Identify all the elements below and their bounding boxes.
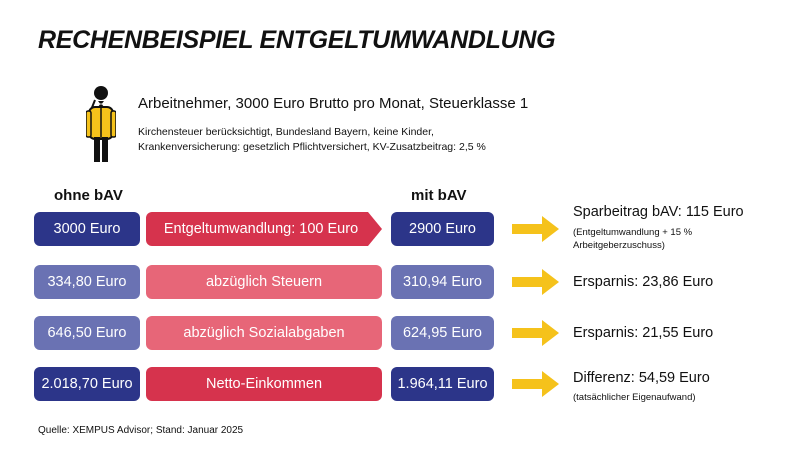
employee-headline: Arbeitnehmer, 3000 Euro Brutto pro Monat… xyxy=(138,95,529,112)
arrow-right-icon xyxy=(512,320,559,346)
savings-contribution-note: (Entgeltumwandlung + 15 % Arbeitgeberzus… xyxy=(573,226,773,252)
source-note: Quelle: XEMPUS Advisor; Stand: Januar 20… xyxy=(38,425,244,436)
arrow-right-icon xyxy=(512,269,559,295)
with-bav-gross: 2900 Euro xyxy=(391,212,494,246)
arrow-right-icon xyxy=(512,216,559,242)
arrow-right-icon xyxy=(512,371,559,397)
without-bav-taxes: 334,80 Euro xyxy=(34,265,140,299)
employee-icon xyxy=(86,86,116,162)
social-contributions-label: abzüglich Sozialabgaben xyxy=(146,316,382,350)
net-difference: Differenz: 54,59 Euro xyxy=(573,370,710,386)
tax-savings: Ersparnis: 23,86 Euro xyxy=(573,274,714,290)
net-income-label: Netto-Einkommen xyxy=(146,367,382,401)
without-bav-net: 2.018,70 Euro xyxy=(34,367,140,401)
net-difference-note: (tatsächlicher Eigenaufwand) xyxy=(573,392,696,403)
with-bav-net: 1.964,11 Euro xyxy=(391,367,494,401)
salary-conversion-arrow-shape xyxy=(146,212,382,246)
savings-contribution: Sparbeitrag bAV: 115 Euro xyxy=(573,204,744,220)
social-savings: Ersparnis: 21,55 Euro xyxy=(573,325,714,341)
salary-conversion-label: Entgeltumwandlung: 100 Euro xyxy=(163,221,359,237)
employee-details: Kirchensteuer berücksichtigt, Bundesland… xyxy=(138,125,658,155)
savings-note-line1: (Entgeltumwandlung + 15 % xyxy=(573,227,693,238)
taxes-label: abzüglich Steuern xyxy=(146,265,382,299)
without-bav-gross: 3000 Euro xyxy=(34,212,140,246)
column-header-with-bav: mit bAV xyxy=(411,187,467,204)
savings-note-line2: Arbeitgeberzuschuss) xyxy=(573,240,665,251)
column-header-without-bav: ohne bAV xyxy=(54,187,123,204)
page-title: RECHENBEISPIEL ENTGELTUMWANDLUNG xyxy=(38,26,556,54)
with-bav-social: 624,95 Euro xyxy=(391,316,494,350)
employee-details-line2: Krankenversicherung: gesetzlich Pflichtv… xyxy=(138,141,486,153)
without-bav-social: 646,50 Euro xyxy=(34,316,140,350)
employee-details-line1: Kirchensteuer berücksichtigt, Bundesland… xyxy=(138,126,434,138)
with-bav-taxes: 310,94 Euro xyxy=(391,265,494,299)
